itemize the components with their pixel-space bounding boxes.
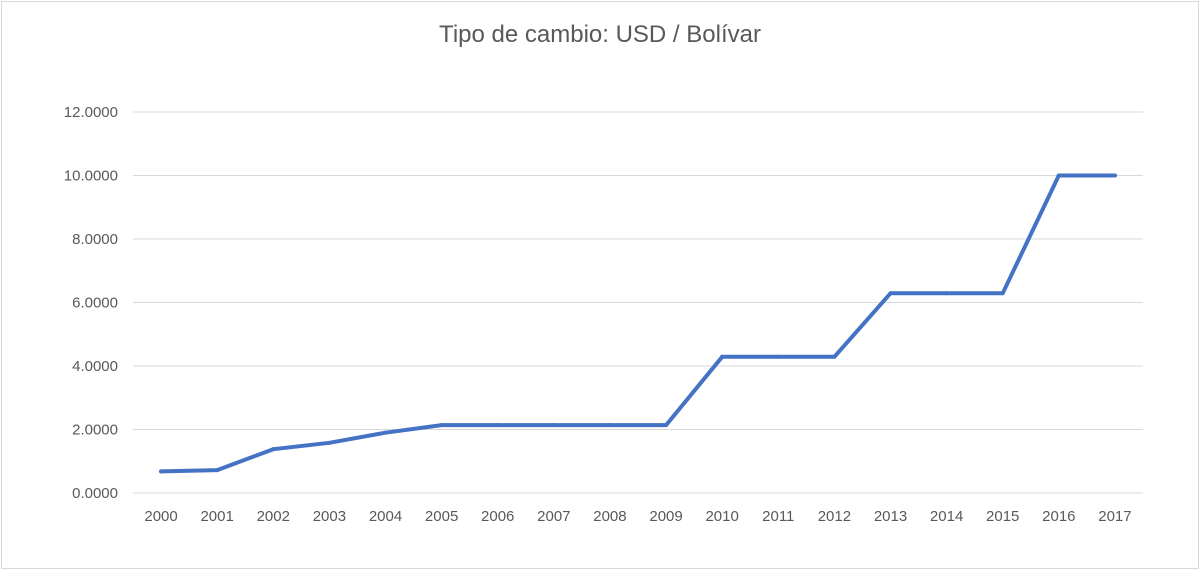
data-point [551,423,556,428]
x-tick-label: 2013 [874,508,907,525]
data-point [1112,173,1117,178]
data-point [664,423,669,428]
data-point [888,291,893,296]
x-tick-label: 2004 [369,508,402,525]
x-tick-label: 2009 [649,508,682,525]
data-point [1000,291,1005,296]
data-point [720,354,725,359]
y-axis-ticks: 0.0000 2.0000 4.0000 6.0000 8.0000 10.0000 12.… [64,104,118,502]
data-point [1056,173,1061,178]
x-tick-label: 2007 [537,508,570,525]
gridlines [133,111,1143,494]
x-tick-label: 2017 [1098,508,1131,525]
data-point [327,440,332,445]
x-tick-label: 2003 [313,508,346,525]
y-tick-label: 0.0000 [72,485,118,502]
data-point [776,354,781,359]
series-group [159,173,1117,474]
data-point [944,291,949,296]
x-tick-label: 2012 [818,508,851,525]
data-point [159,469,164,474]
x-tick-label: 2014 [930,508,963,525]
data-point [607,423,612,428]
x-tick-label: 2008 [593,508,626,525]
x-tick-label: 2011 [762,508,794,525]
data-point [439,423,444,428]
y-tick-label: 4.0000 [72,358,118,375]
x-axis-ticks: 2000 2001 2002 2003 2004 2005 2006 2007 2008 2009… [144,508,1131,525]
y-tick-label: 2.0000 [72,422,118,439]
y-tick-label: 8.0000 [72,231,118,248]
x-tick-label: 2002 [257,508,290,525]
x-tick-label: 2001 [200,508,233,525]
x-tick-label: 2016 [1042,508,1075,525]
y-tick-label: 12.0000 [64,104,118,121]
data-point [383,430,388,435]
x-tick-label: 2006 [481,508,514,525]
x-tick-label: 2005 [425,508,458,525]
data-point [832,354,837,359]
series-line [159,173,1117,474]
x-tick-label: 2010 [705,508,738,525]
data-point [495,423,500,428]
x-tick-label: 2000 [144,508,177,525]
y-tick-label: 10.0000 [64,168,118,185]
y-tick-label: 6.0000 [72,295,118,312]
x-tick-label: 2015 [986,508,1019,525]
data-point [215,468,220,473]
chart-title: Tipo de cambio: USD / Bolívar [439,21,761,48]
data-point [271,447,276,452]
